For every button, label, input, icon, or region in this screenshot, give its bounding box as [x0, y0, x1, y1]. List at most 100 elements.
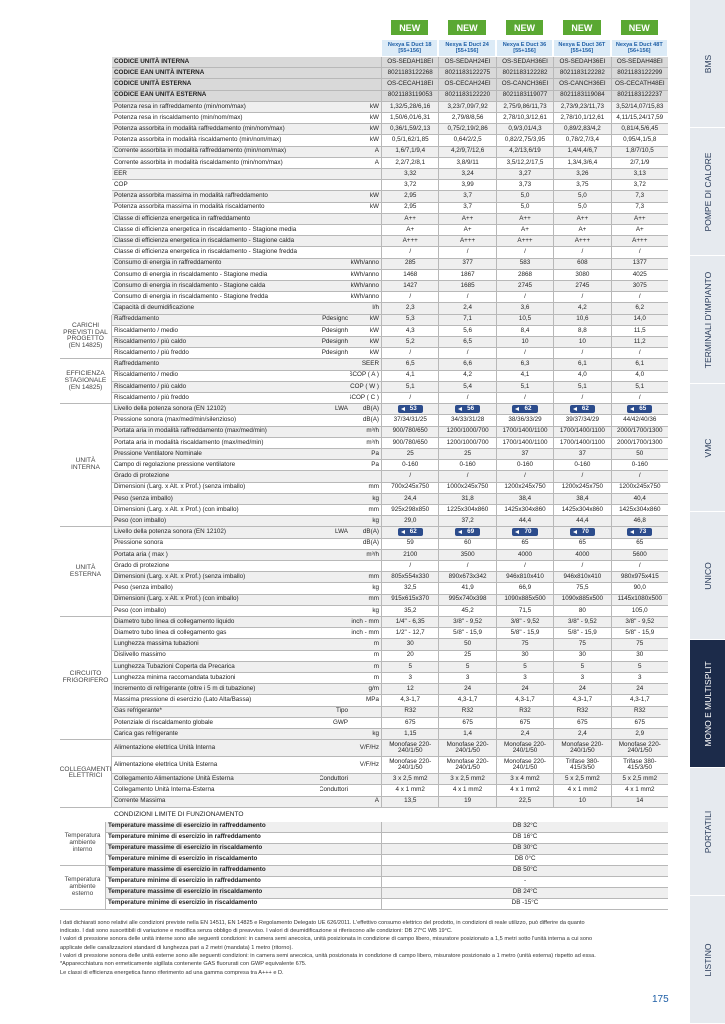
condition-value: DB 24°C — [381, 887, 668, 899]
row-unit: kW — [350, 202, 381, 214]
row-label: Livello della potenza sonora (EN 12102) — [112, 527, 320, 539]
condition-value: DB 32°C — [381, 821, 668, 833]
row-unit: m — [350, 650, 381, 662]
new-badge: NEW — [620, 20, 658, 35]
sound-badge: 65 — [627, 405, 653, 414]
value-cell: 995x740x398 — [438, 594, 496, 606]
new-badge: NEW — [448, 20, 486, 35]
value-cell: 29,0 — [381, 516, 439, 528]
row-unit: Pa — [350, 449, 381, 461]
value-cell: 3,27 — [495, 169, 554, 181]
value-cell: 6,6 — [438, 359, 496, 371]
value-cell: 8,4 — [495, 325, 554, 337]
sidebar-tab[interactable]: LISTINO — [690, 896, 725, 1024]
row-label: Potenza assorbita in modalità raffreddam… — [112, 124, 320, 136]
sidebar-tab[interactable]: VMC — [690, 384, 725, 512]
value-cell: 3 — [610, 673, 668, 685]
value-cell: 1200x245x750 — [495, 482, 554, 494]
row-sub — [320, 796, 350, 808]
value-cell: 14,0 — [610, 314, 668, 326]
row-sub — [320, 415, 350, 427]
sidebar-tab[interactable]: MONO E MULTISPLIT — [690, 640, 725, 768]
row-unit: dB(A) — [350, 527, 381, 539]
row-sub — [320, 729, 350, 741]
value-cell: / — [495, 348, 554, 360]
value-cell: 60 — [438, 538, 496, 550]
sound-badge: 62 — [569, 405, 595, 414]
row-label: Dimensioni (Larg. x Alt. x Prof.) (senza… — [112, 572, 320, 584]
row-sub: Pdesignh — [320, 348, 350, 360]
value-cell: A+ — [495, 225, 554, 237]
row-sub — [320, 236, 350, 248]
row-unit: kg — [350, 493, 381, 505]
sidebar-tab-label: LISTINO — [702, 942, 713, 977]
row-unit: mm — [350, 505, 381, 517]
value-cell: 44,4 — [495, 516, 554, 528]
row-sub — [320, 135, 350, 147]
row-sub — [320, 213, 350, 225]
row-label: Raffreddamento — [112, 359, 320, 371]
row-sub — [320, 303, 350, 315]
value-cell: A+++ — [610, 236, 668, 248]
value-cell: 5,0 — [495, 191, 554, 203]
value-cell: 4,3-1,7 — [381, 695, 439, 707]
sound-badge: 73 — [627, 528, 653, 537]
row-sub — [320, 281, 350, 293]
value-cell: 0,36/1,59/2,13 — [381, 124, 439, 136]
row-label: Peso (senza imballo) — [112, 493, 320, 505]
row-label: Riscaldamento / medio — [112, 370, 320, 382]
row-unit: V/F/Hz — [350, 757, 381, 775]
row-label: Dimensioni (Larg. x Alt. x Prof.) (con i… — [112, 505, 320, 517]
row-sub — [320, 381, 350, 393]
value-cell: 70 — [495, 527, 554, 539]
value-cell: 3/8" - 9,52 — [610, 617, 668, 629]
value-cell: 1200x245x750 — [553, 482, 611, 494]
value-cell: 3,72 — [381, 180, 439, 192]
value-cell: 1700/1400/1100 — [495, 426, 554, 438]
product-name: Nexya E Duct 24 [55+156] — [439, 40, 495, 56]
value-cell: 1/4" - 6,35 — [381, 617, 439, 629]
value-cell: 5,1 — [495, 381, 554, 393]
value-cell: / — [381, 292, 439, 304]
value-cell: 1427 — [381, 281, 439, 293]
row-sub: Pdesignh — [320, 325, 350, 337]
value-cell: 2,9 — [610, 729, 668, 741]
row-label: CODICE UNITÀ ESTERNA — [112, 79, 320, 91]
row-sub: GWP — [320, 717, 350, 729]
condition-value: DB 50°C — [381, 865, 668, 877]
value-cell: 11,2 — [610, 337, 668, 349]
value-cell: A++ — [553, 213, 611, 225]
row-unit: SCOP ( A ) — [350, 370, 381, 382]
product-name: Nexya E Duct 36T [55+156] — [554, 40, 610, 56]
value-cell: 3080 — [553, 269, 611, 281]
group-label: COLLEGAMENTI ELETTRICI — [60, 740, 112, 808]
row-unit: l/h — [350, 303, 381, 315]
value-cell: 38,4 — [553, 493, 611, 505]
sidebar-tab[interactable]: TERMINALI D'IMPIANTO — [690, 256, 725, 384]
value-cell: 3/8" - 9,52 — [553, 617, 611, 629]
sidebar-tab[interactable]: BMS — [690, 0, 725, 128]
row-unit: kW — [350, 113, 381, 125]
condition-label: Temperature massime di esercizio in risc… — [106, 887, 381, 899]
footnote: *Apparecchiatura non ermeticamente sigil… — [60, 961, 307, 968]
row-label: Consumo di energia in riscaldamento - St… — [112, 292, 320, 304]
value-cell: 65 — [495, 538, 554, 550]
value-cell: 4,2 — [438, 370, 496, 382]
value-cell: 5 x 2,5 mm2 — [553, 774, 611, 786]
row-unit: mm — [350, 482, 381, 494]
value-cell: Monofase 220-240/1/50 — [553, 740, 611, 758]
footnote: I valori di pressione sonora delle unità… — [60, 936, 593, 943]
value-cell: 35,2 — [381, 605, 439, 617]
value-cell: A+++ — [495, 236, 554, 248]
row-label: Potenza resa in raffreddamento (min/nom/… — [112, 101, 320, 113]
sidebar-tab[interactable]: POMPE DI CALORE — [690, 128, 725, 256]
row-unit — [350, 706, 381, 718]
sound-badge: 62 — [397, 528, 423, 537]
sidebar-tab[interactable]: UNICO — [690, 512, 725, 640]
row-sub — [320, 247, 350, 259]
sidebar-tab[interactable]: PORTATILI — [690, 768, 725, 896]
value-cell: 44/42/40/36 — [610, 415, 668, 427]
row-unit: kWh/anno — [350, 258, 381, 270]
row-sub: Conduttori — [320, 774, 350, 786]
